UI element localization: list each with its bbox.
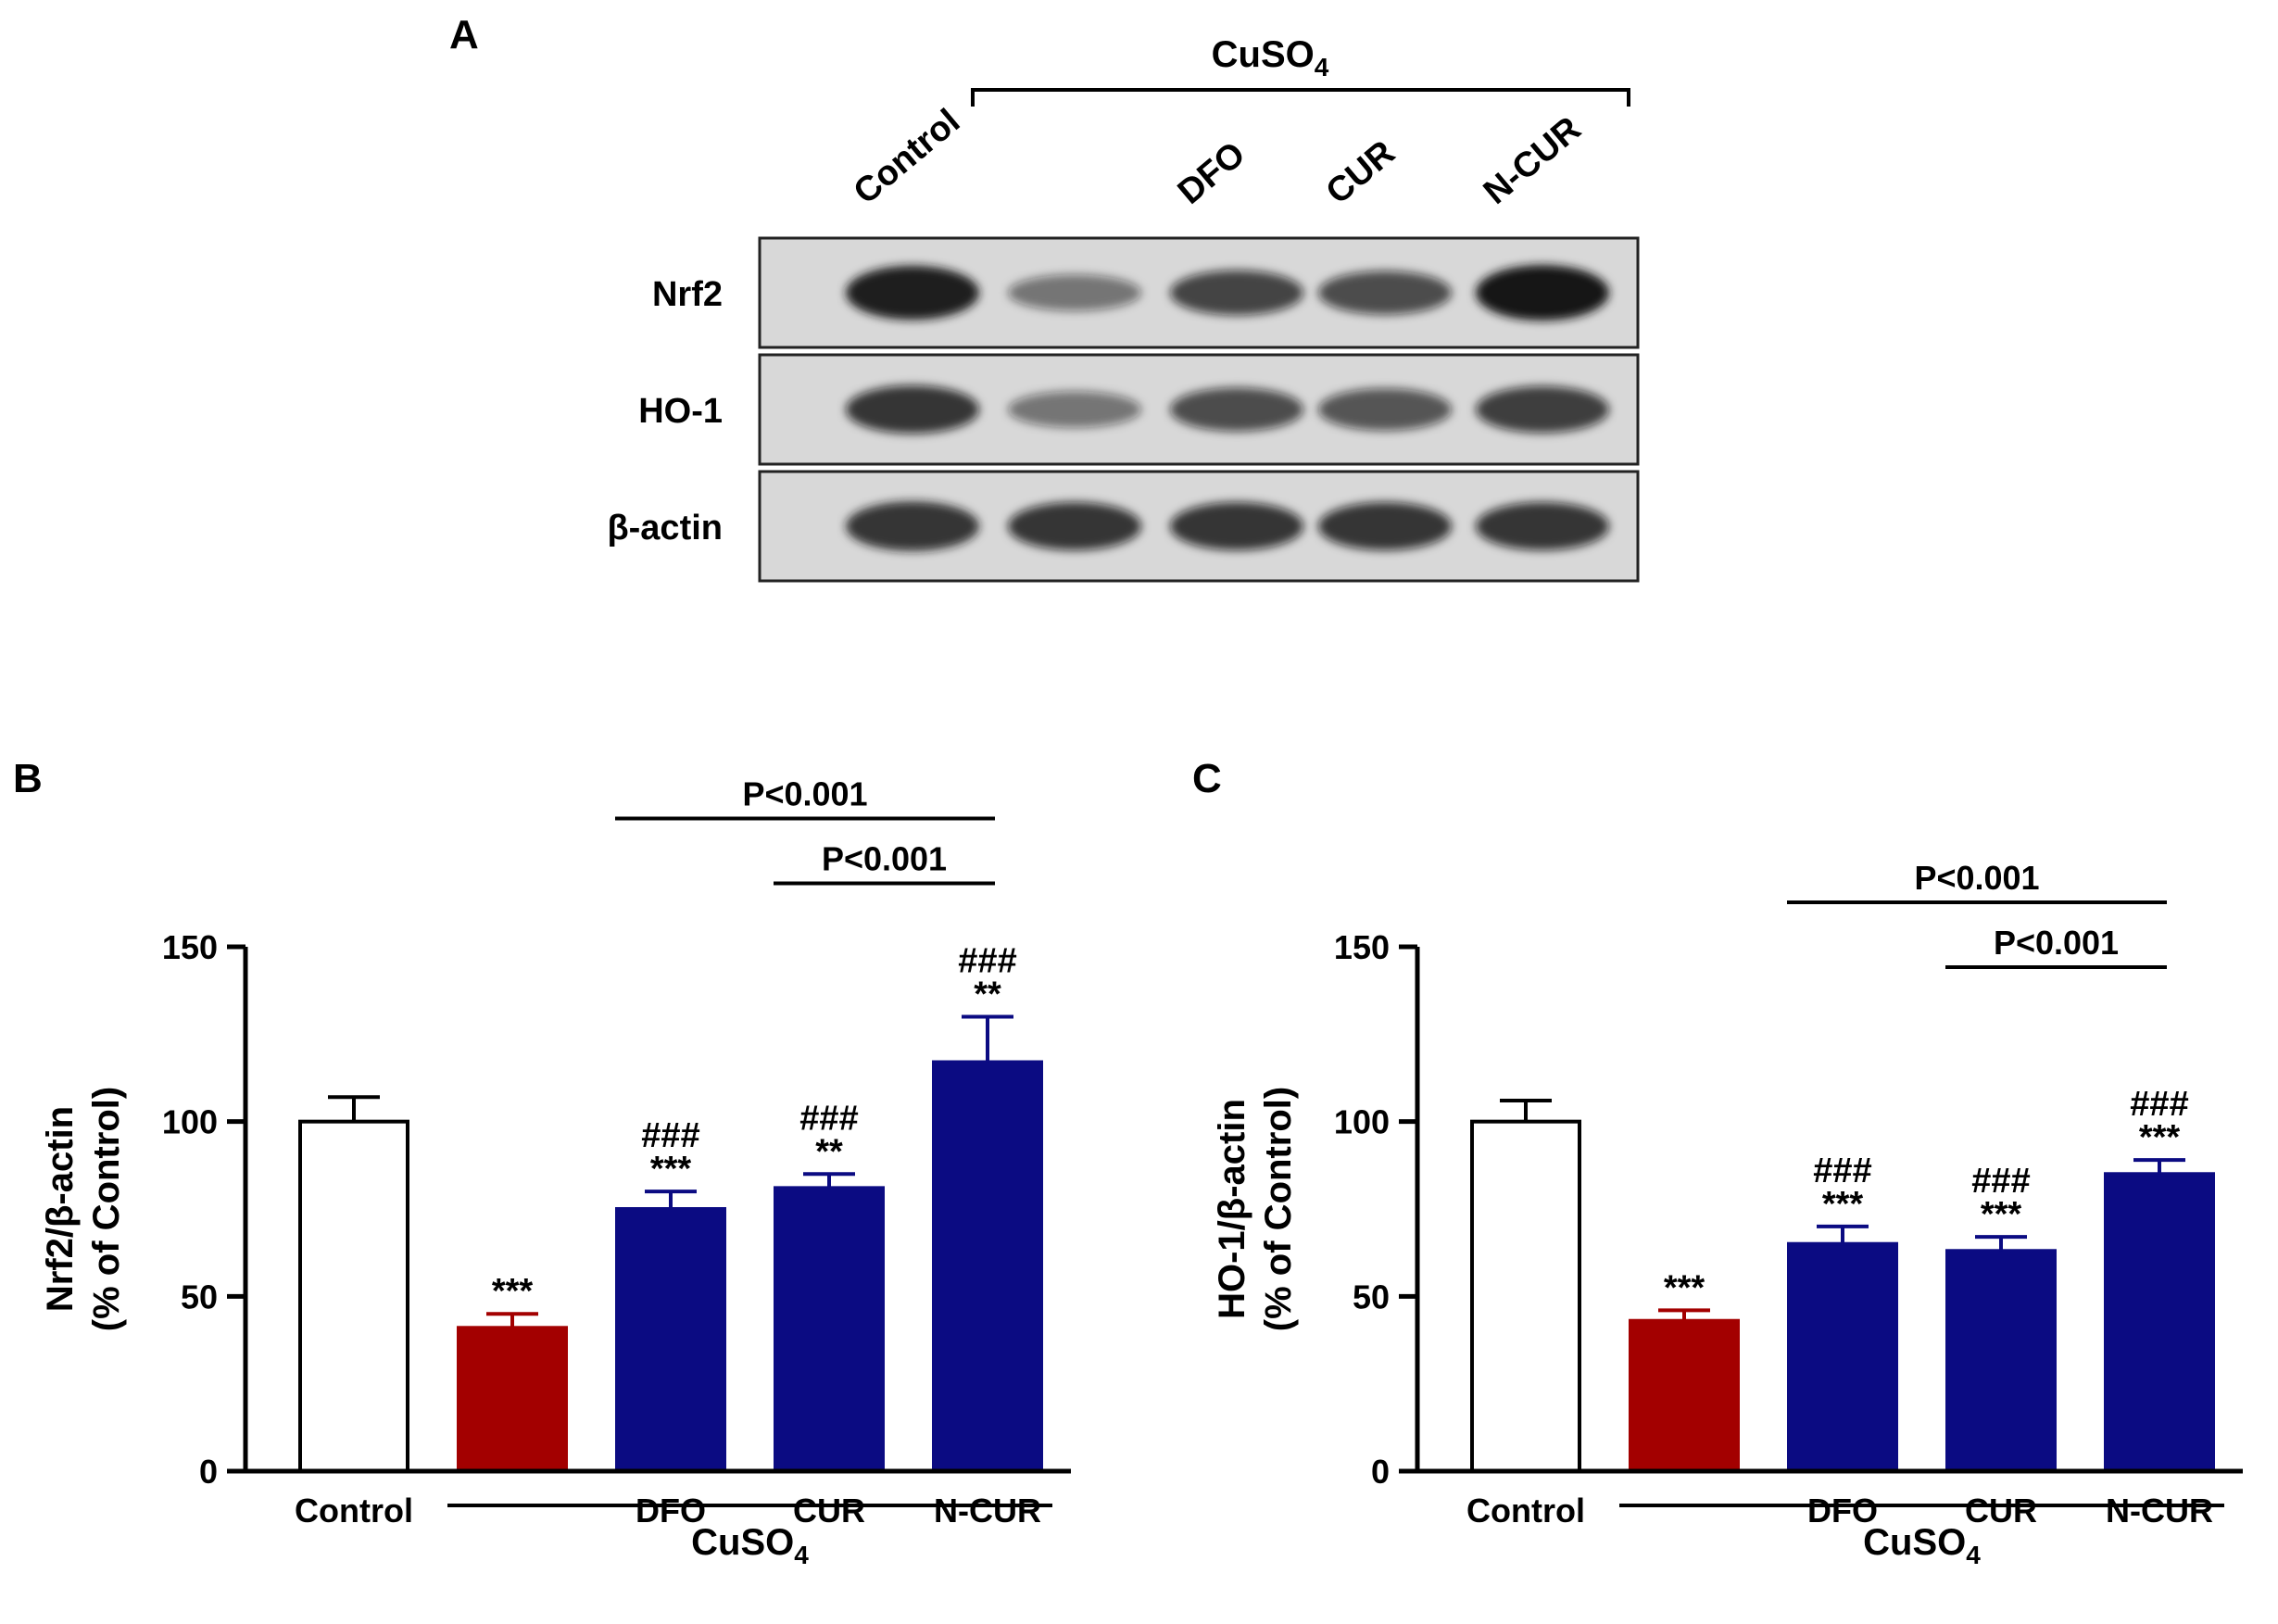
x-category-label: N-CUR (934, 1492, 1041, 1530)
blot-band (1170, 270, 1303, 316)
y-axis-title: Nrf2/β-actin (40, 1106, 81, 1312)
x-category-label: CUR (793, 1492, 865, 1530)
y-tick-label: 100 (162, 1103, 218, 1141)
comparison-label: P<0.001 (742, 774, 867, 812)
bar (774, 1186, 885, 1473)
y-axis-title: (% of Control) (86, 1087, 127, 1331)
x-category-label: DFO (636, 1492, 706, 1530)
blot-group-bracket (971, 88, 1630, 107)
comparison-label: P<0.001 (822, 839, 947, 877)
group-label: CuSO4 (691, 1522, 809, 1569)
blot-band (1170, 502, 1303, 550)
y-tick-label: 50 (1353, 1278, 1390, 1316)
blot-row-label: β-actin (607, 509, 723, 548)
blot-band (846, 385, 979, 434)
significance-marker: *** (650, 1150, 692, 1189)
significance-marker: ### (1813, 1152, 1871, 1190)
bar (932, 1060, 1043, 1474)
significance-marker: ### (799, 1099, 858, 1138)
blot-band (1170, 387, 1303, 432)
blot-band (1318, 388, 1452, 431)
comparison-label: P<0.001 (1994, 924, 2119, 962)
x-category-label: N-CUR (2106, 1492, 2213, 1530)
blot-row-label: HO-1 (638, 392, 723, 431)
x-category-label: CUR (1965, 1492, 2037, 1530)
x-category-label: Control (295, 1492, 413, 1530)
y-axis-title: HO-1/β-actin (1212, 1099, 1252, 1319)
blot-band (846, 265, 979, 321)
y-tick-label: 150 (162, 928, 218, 966)
blot-lane-label: DFO (1171, 134, 1252, 212)
bar (1629, 1318, 1740, 1474)
chart-panel-c: 0 50 100 150 HO-1/β-actin (% of Control) Contr… (1212, 859, 2243, 1569)
blot-band (1476, 265, 1609, 321)
y-tick-label: 100 (1334, 1103, 1390, 1141)
blot-band (1476, 385, 1609, 434)
x-category-label: DFO (1807, 1492, 1878, 1530)
chart-panel-b: 0 50 100 150 Nrf2/β-actin (% of Control) Contr… (40, 774, 1071, 1569)
blot-group-label: CuSO4 (1212, 34, 1329, 82)
significance-marker: ### (2130, 1085, 2188, 1124)
bar (298, 1119, 409, 1473)
x-category-label: Control (1466, 1492, 1585, 1530)
y-tick-label: 0 (199, 1453, 218, 1491)
y-axis-title: (% of Control) (1258, 1087, 1299, 1331)
blot-band (1476, 502, 1609, 550)
bar (1787, 1241, 1898, 1473)
bar (457, 1326, 568, 1473)
panel-label-c: C (1192, 756, 1222, 801)
significance-marker: *** (2139, 1118, 2181, 1157)
blot-row-label: Nrf2 (652, 275, 723, 314)
y-tick-label: 50 (181, 1278, 218, 1316)
bar (1945, 1249, 2057, 1474)
blot-band (846, 501, 979, 551)
blot-lane-label: CUR (1319, 133, 1403, 212)
comparison-label: P<0.001 (1914, 859, 2039, 897)
y-tick-label: 0 (1371, 1453, 1390, 1491)
significance-marker: *** (1981, 1195, 2022, 1234)
significance-marker: ** (974, 975, 1001, 1013)
blot-band (1318, 502, 1452, 550)
significance-marker: ### (1971, 1162, 2030, 1201)
blot-lane-label: Control (847, 102, 967, 212)
blot-band (1008, 391, 1141, 428)
bar (2104, 1172, 2215, 1474)
blot-band (1008, 274, 1141, 311)
blot-band (1008, 502, 1141, 550)
bar (615, 1207, 726, 1473)
significance-marker: ** (815, 1132, 843, 1171)
y-tick-label: 150 (1334, 928, 1390, 966)
panel-label-a: A (449, 12, 479, 57)
blot-band (1318, 271, 1452, 315)
blot-lane-label: N-CUR (1477, 109, 1589, 212)
group-label: CuSO4 (1863, 1522, 1981, 1569)
bar (1470, 1119, 1581, 1473)
significance-marker: ### (958, 941, 1016, 980)
significance-marker: *** (492, 1272, 534, 1311)
panel-label-b: B (13, 756, 43, 801)
significance-marker: *** (1664, 1268, 1705, 1307)
western-blot: CuSO4 Control DFO CUR N-CUR Nrf2 HO-1 β-actin (607, 34, 1640, 583)
significance-marker: *** (1822, 1185, 1864, 1224)
significance-marker: ### (641, 1116, 699, 1155)
